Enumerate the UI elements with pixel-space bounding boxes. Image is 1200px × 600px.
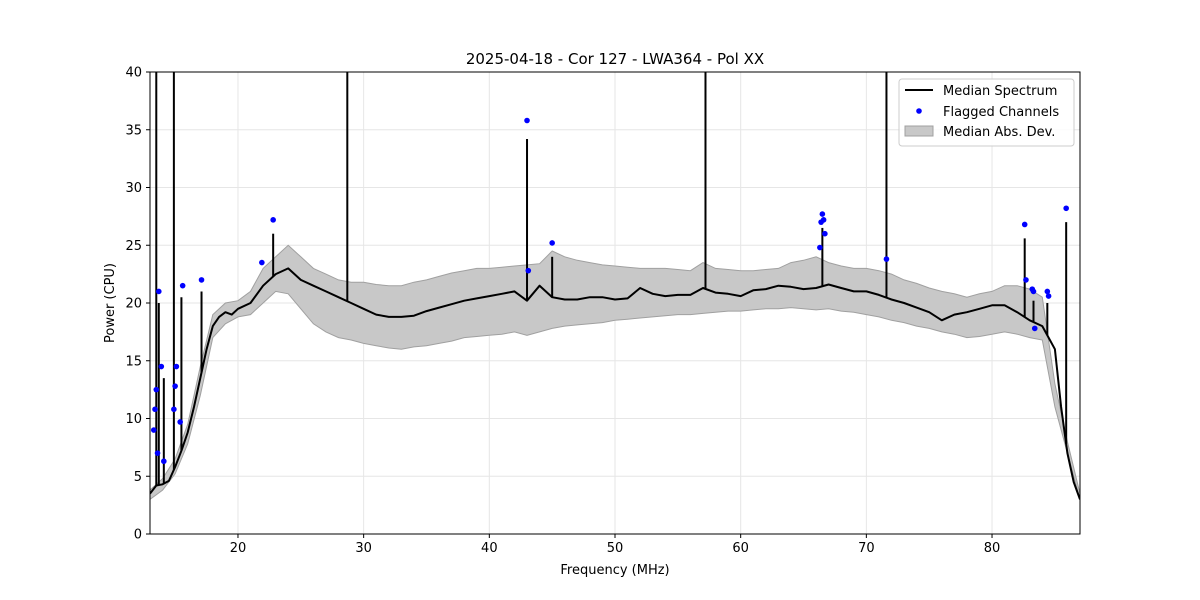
flagged-channel-point [153,386,160,393]
x-tick-label: 30 [355,541,372,556]
legend-label-median: Median Spectrum [943,84,1057,99]
flagged-channel-point [525,267,532,274]
x-tick-label: 70 [858,541,875,556]
x-tick-label: 80 [984,541,1001,556]
legend-label-mad: Median Abs. Dev. [943,125,1055,140]
x-tick-label: 60 [732,541,749,556]
flagged-channel-point [270,217,276,223]
flagged-channel-point [158,363,165,370]
y-tick-label: 0 [134,528,142,543]
flagged-channel-point [161,458,167,465]
mad-band [150,244,1080,501]
data-layer [150,72,1080,501]
flagged-channel-point [179,282,186,289]
y-tick-label: 20 [125,297,142,312]
legend-swatch-mad [904,125,934,137]
flagged-channel-point [549,240,555,246]
flagged-channel-point [171,406,177,413]
flagged-channel-point [1023,277,1029,283]
legend-swatch-flagged [916,108,922,114]
chart-title: 2025-04-18 - Cor 127 - LWA364 - Pol XX [466,50,764,68]
x-tick-label: 50 [607,541,624,556]
flagged-channel-point [1030,288,1037,295]
y-tick-label: 15 [125,354,142,369]
flagged-channel-point [1045,293,1052,299]
flagged-channel-point [817,244,823,251]
flagged-channel-point [177,419,183,425]
flagged-channel-point [1063,205,1069,212]
y-tick-label: 5 [134,470,142,485]
flagged-channel-point [198,277,205,283]
flagged-channel-point [1031,325,1038,332]
flagged-channel-point [524,117,530,124]
x-tick-label: 40 [481,541,498,556]
flagged-channel-point [172,383,178,389]
y-tick-label: 10 [125,412,142,427]
y-tick-label: 25 [125,239,142,254]
flagged-channel-point [819,211,826,217]
y-tick-label: 30 [125,181,142,196]
flagged-channel-point [822,230,828,237]
x-axis-label: Frequency (MHz) [560,563,669,578]
x-tick-label: 20 [230,541,247,556]
median-spectrum-line [150,267,1080,500]
legend-box [898,78,1075,147]
axes: 20 30 40 50 60 70 80 0 5 10 15 20 25 30 35 40 [125,66,1000,557]
flagged-channel-point [150,427,157,433]
y-axis-label: Power (CPU) [103,263,118,343]
flagged-channel-point [173,363,180,370]
flagged-channel-point [883,256,890,262]
flagged-channel-point [155,288,162,295]
flagged-channel-point [259,259,265,266]
flagged-channel-point [1021,221,1028,228]
legend: Median Spectrum Flagged Channels Median … [898,78,1075,147]
flagged-channel-point [820,217,827,223]
y-tick-label: 35 [125,123,142,138]
flagged-channel-point [152,406,158,413]
flagged-channel-point [154,450,161,456]
y-tick-label: 40 [125,66,142,81]
flagged-channel-point [1044,288,1051,295]
legend-label-flagged: Flagged Channels [943,105,1059,120]
